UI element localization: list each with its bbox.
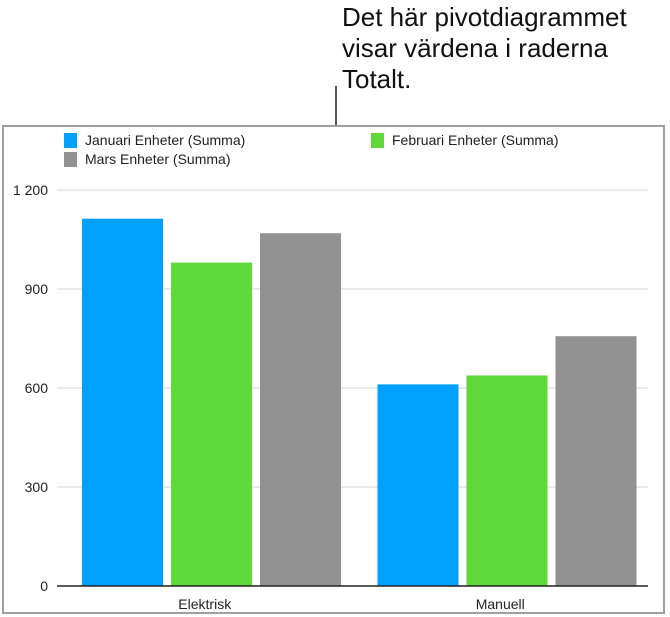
y-tick-label: 300	[25, 479, 49, 495]
x-tick-label: Manuell	[476, 596, 525, 612]
x-tick-label: Elektrisk	[178, 596, 232, 612]
callout-text: Det här pivotdiagrammet visar värdena i …	[342, 2, 627, 94]
bar-manuell-1	[377, 384, 459, 586]
bar-elektrisk-1	[82, 218, 163, 586]
legend-label-januari: Januari Enheter (Summa)	[85, 132, 246, 148]
legend-label-februari: Februari Enheter (Summa)	[392, 132, 559, 148]
legend-item-mars: Mars Enheter (Summa)	[64, 151, 230, 167]
legend-swatch-februari	[371, 132, 384, 148]
legend-swatch-mars	[64, 151, 77, 167]
chart-frame	[2, 125, 665, 614]
legend-item-januari: Januari Enheter (Summa)	[64, 132, 245, 148]
legend-item-februari: Februari Enheter (Summa)	[371, 132, 559, 148]
bar-manuell-3	[555, 336, 637, 586]
legend-swatch-januari	[64, 132, 77, 148]
y-tick-label: 0	[40, 578, 48, 594]
y-tick-label: 600	[25, 380, 49, 396]
y-tick-label: 1 200	[13, 182, 48, 198]
bar-manuell-2	[466, 375, 548, 586]
bar-elektrisk-2	[171, 262, 252, 586]
legend-label-mars: Mars Enheter (Summa)	[85, 151, 231, 167]
callout-line	[335, 86, 337, 126]
y-tick-label: 900	[25, 281, 49, 297]
bar-elektrisk-3	[260, 233, 341, 587]
